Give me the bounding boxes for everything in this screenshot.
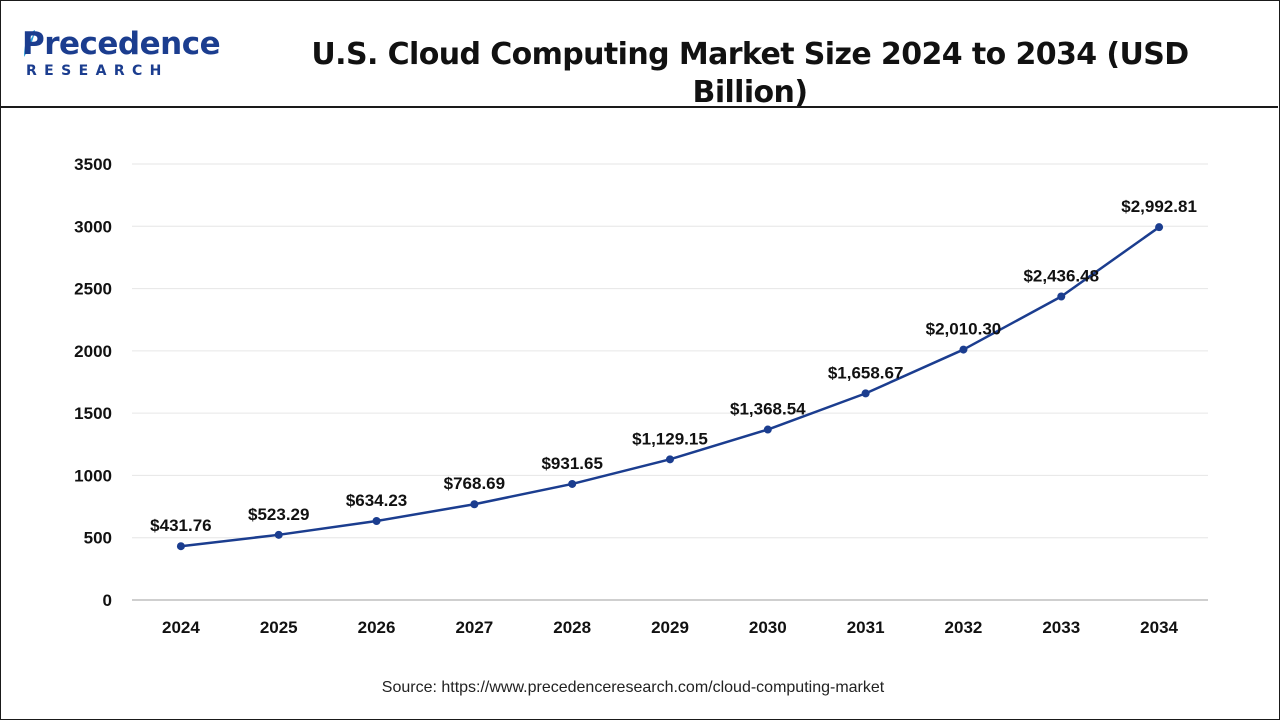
x-tick-label: 2024 <box>162 618 200 637</box>
y-tick-label: 1000 <box>74 466 112 485</box>
y-tick-label: 3000 <box>74 217 112 236</box>
data-point <box>568 479 577 488</box>
data-label: $2,010.30 <box>926 320 1002 339</box>
x-tick-label: 2032 <box>945 618 983 637</box>
x-tick-label: 2029 <box>651 618 689 637</box>
data-label: $1,129.15 <box>632 429 708 448</box>
data-label: $634.23 <box>346 491 407 510</box>
series-line <box>180 226 1160 548</box>
x-tick-label: 2027 <box>455 618 493 637</box>
grid-lines <box>132 163 1208 539</box>
data-point <box>666 455 674 464</box>
y-tick-label: 3500 <box>74 155 112 174</box>
data-label: $1,658.67 <box>828 363 904 382</box>
data-label: $431.76 <box>150 516 211 535</box>
data-point <box>470 500 479 509</box>
company-logo: Precedence RESEARCH <box>22 26 222 86</box>
logo-subtitle: RESEARCH <box>26 63 169 79</box>
x-tick-label: 2031 <box>847 618 885 637</box>
y-tick-label: 1500 <box>74 404 112 423</box>
data-label: $931.65 <box>541 454 602 473</box>
y-tick-label: 2000 <box>74 342 112 361</box>
data-point <box>959 345 968 354</box>
x-tick-label: 2026 <box>358 618 396 637</box>
leaf-icon <box>24 30 35 57</box>
series-layer <box>176 223 1164 551</box>
x-tick-label: 2030 <box>749 618 787 637</box>
axes: 0 500 1000 1500 2000 2500 3000 3500 2024 2025 2026… <box>74 155 1208 637</box>
line-chart: 0 500 1000 1500 2000 2500 3000 3500 2024 2025 2026… <box>74 155 1208 637</box>
x-tick-label: 2025 <box>260 618 298 637</box>
x-tick-label: 2033 <box>1042 618 1080 637</box>
data-label: $523.29 <box>248 505 309 524</box>
data-label: $768.69 <box>444 474 505 493</box>
page-title: U.S. Cloud Computing Market Size 2024 to… <box>311 37 1189 110</box>
data-point <box>1057 292 1066 301</box>
data-point <box>372 516 381 525</box>
source-note: Source: https://www.precedenceresearch.c… <box>381 679 885 696</box>
data-point <box>1155 223 1164 232</box>
y-tick-label: 500 <box>84 529 112 548</box>
data-label: $1,368.54 <box>730 400 806 419</box>
data-label: $2,992.81 <box>1121 197 1197 216</box>
data-point <box>274 530 283 539</box>
y-tick-label: 0 <box>103 591 112 610</box>
y-tick-label: 2500 <box>74 280 112 299</box>
data-labels: $431.76 $523.29 $634.23 $768.69 $931.65 $1,12… <box>150 197 1197 535</box>
data-label: $2,436.48 <box>1023 266 1099 285</box>
header: Precedence RESEARCH U.S. Cloud Computing… <box>0 0 1278 110</box>
x-tick-label: 2028 <box>553 618 591 637</box>
data-point <box>861 389 870 398</box>
data-point <box>763 425 772 434</box>
data-point <box>176 542 185 551</box>
logo-wordmark: Precedence <box>22 26 221 62</box>
x-tick-label: 2034 <box>1140 618 1178 637</box>
